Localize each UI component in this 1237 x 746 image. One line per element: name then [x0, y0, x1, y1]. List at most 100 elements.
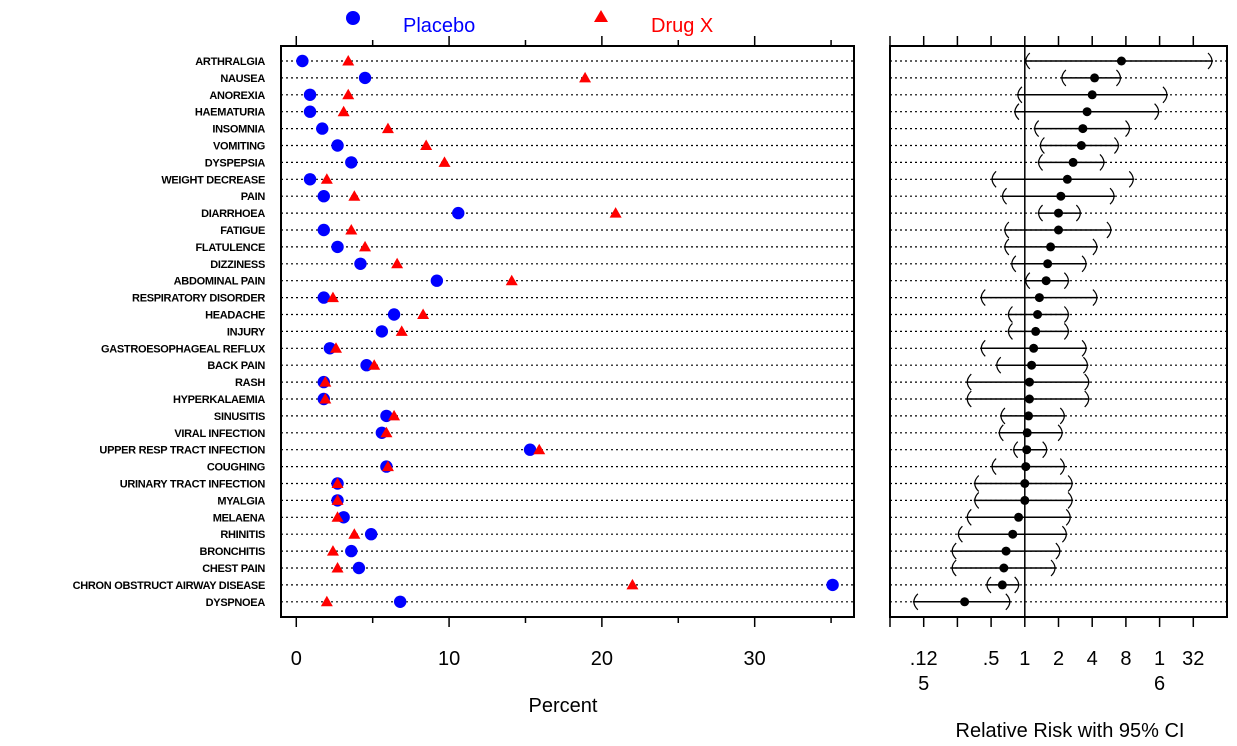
- ci-upper-bracket: [1207, 52, 1213, 70]
- percent-axis-title: Percent: [529, 695, 598, 717]
- legend-drug-label: Drug X: [651, 15, 713, 37]
- event-label: HAEMATURIA: [195, 107, 265, 119]
- placebo-point: [331, 240, 344, 254]
- relative-risk-point: [1054, 225, 1063, 235]
- ci-upper-bracket: [1081, 255, 1087, 273]
- event-label: PAIN: [241, 191, 266, 203]
- drug-x-point: [320, 173, 333, 184]
- ci-lower-bracket: [966, 508, 972, 526]
- ci-upper-bracket: [1081, 339, 1087, 357]
- event-label: COUGHING: [207, 462, 265, 474]
- ci-upper-bracket: [1099, 153, 1105, 171]
- drug-x-point: [326, 291, 339, 303]
- event-label: BRONCHITIS: [200, 546, 265, 558]
- event-label: MYALGIA: [217, 495, 265, 507]
- ci-lower-bracket: [1037, 204, 1043, 222]
- ci-upper-bracket: [1014, 576, 1020, 594]
- placebo-point: [296, 54, 309, 68]
- relative-risk-point: [1087, 90, 1097, 100]
- placebo-point: [317, 223, 330, 237]
- relative-risk-point: [1020, 479, 1030, 488]
- forest-plot-marks: [912, 52, 1214, 611]
- placebo-point: [303, 105, 317, 118]
- event-label: INJURY: [227, 326, 266, 338]
- ci-lower-bracket: [991, 458, 997, 476]
- rr-tick-label: 8: [1120, 648, 1131, 670]
- ci-lower-bracket: [1007, 306, 1013, 323]
- event-label: BACK PAIN: [207, 360, 265, 372]
- event-label: CHRON OBSTRUCT AIRWAY DISEASE: [73, 580, 265, 592]
- ci-lower-bracket: [980, 289, 986, 307]
- relative-risk-point: [1043, 259, 1053, 269]
- relative-risk-point: [1014, 512, 1024, 522]
- drug-x-point: [319, 393, 332, 404]
- ci-upper-bracket: [1082, 356, 1089, 374]
- ci-upper-bracket: [1067, 491, 1073, 509]
- event-label: ARTHRALGIA: [195, 56, 265, 68]
- relative-risk-point: [1021, 462, 1031, 472]
- event-label: CHEST PAIN: [202, 563, 265, 575]
- ci-upper-bracket: [1059, 407, 1065, 425]
- event-label: RHINITIS: [220, 529, 265, 541]
- ci-lower-bracket: [1014, 103, 1020, 121]
- event-label: DYSPNOEA: [206, 597, 266, 609]
- legend-drug-marker: [594, 10, 608, 22]
- ci-lower-bracket: [974, 475, 980, 492]
- dot-plot-gridlines: [281, 60, 854, 603]
- drug-x-point: [319, 376, 332, 387]
- ci-upper-bracket: [1075, 204, 1081, 222]
- ci-lower-bracket: [951, 559, 957, 577]
- ci-upper-bracket: [1063, 322, 1069, 340]
- drug-x-point: [609, 207, 622, 218]
- ci-lower-bracket: [966, 373, 972, 391]
- event-labels: ARTHRALGIA NAUSEA ANOREXIA HAEMATURIA INSOMN…: [73, 56, 267, 609]
- event-label: DIZZINESS: [210, 259, 265, 271]
- rr-tick-label: 1: [1019, 648, 1030, 670]
- drug-x-point: [330, 342, 343, 353]
- relative-risk-point: [1024, 377, 1034, 387]
- ci-lower-bracket: [957, 525, 963, 543]
- ci-lower-bracket: [1013, 441, 1019, 459]
- relative-risk-point: [1033, 310, 1043, 319]
- event-label: VOMITING: [213, 141, 265, 153]
- placebo-point: [387, 308, 401, 321]
- placebo-point: [364, 528, 378, 541]
- percent-tick-label: 20: [591, 648, 613, 670]
- ci-upper-bracket: [1092, 289, 1098, 307]
- ci-lower-bracket: [1034, 120, 1040, 138]
- relative-risk-point: [1116, 56, 1126, 66]
- drug-x-point: [326, 545, 339, 556]
- rr-tick-label: 2: [1053, 648, 1064, 670]
- rr-tick-label: 4: [1087, 648, 1098, 670]
- relative-risk-point: [1029, 343, 1039, 353]
- rr-tick-label: .12: [910, 648, 938, 670]
- ci-lower-bracket: [1037, 153, 1043, 171]
- ci-lower-bracket: [1000, 407, 1006, 425]
- drug-x-point: [337, 105, 350, 117]
- ci-upper-bracket: [1116, 69, 1122, 87]
- relative-risk-point: [1090, 73, 1100, 83]
- relative-risk-point: [1054, 208, 1063, 218]
- relative-risk-point: [1082, 107, 1092, 117]
- ci-upper-bracket: [1109, 187, 1115, 205]
- drug-x-point: [381, 122, 394, 134]
- placebo-point: [331, 139, 344, 152]
- legend-placebo-marker: [346, 11, 360, 25]
- ci-upper-bracket: [1106, 221, 1112, 239]
- percent-axis-ticks: 0 10 20 30: [291, 36, 832, 670]
- drug-x-point: [380, 426, 393, 438]
- ci-lower-bracket: [1039, 137, 1045, 154]
- ci-lower-bracket: [913, 593, 919, 611]
- placebo-point: [826, 578, 839, 592]
- rr-tick-label: .5: [983, 648, 1000, 670]
- drug-x-point: [420, 139, 433, 150]
- ci-lower-bracket: [966, 390, 972, 408]
- placebo-point: [375, 325, 389, 338]
- placebo-point: [523, 443, 537, 456]
- ci-lower-bracket: [1061, 69, 1067, 87]
- placebo-point: [452, 206, 465, 220]
- relative-risk-point: [1027, 360, 1037, 370]
- placebo-point: [345, 544, 358, 558]
- relative-risk-point: [1022, 445, 1032, 455]
- event-label: URINARY TRACT INFECTION: [120, 479, 266, 491]
